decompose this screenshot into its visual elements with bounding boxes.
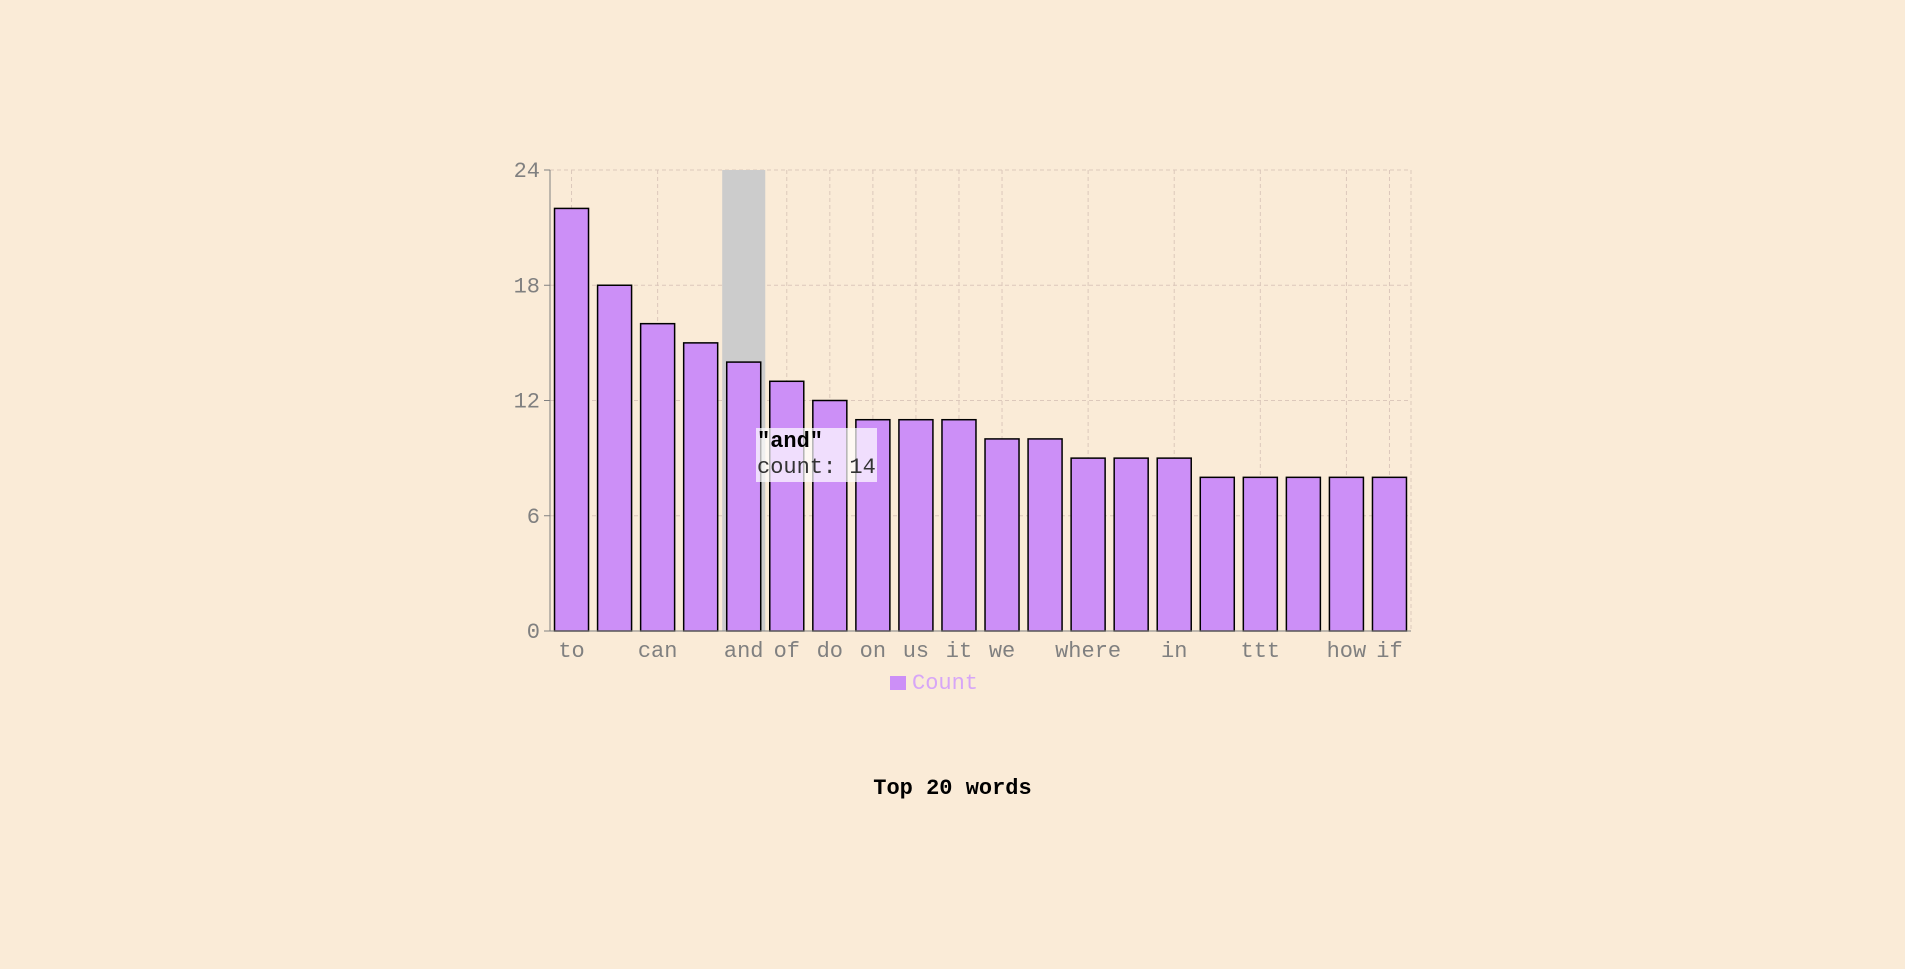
- y-tick-label: 6: [527, 505, 540, 530]
- x-tick-label: can: [638, 639, 678, 664]
- bar: [1371, 476, 1408, 632]
- bar: [725, 361, 762, 632]
- legend-swatch: [890, 676, 906, 690]
- x-tick-label: ttt: [1241, 639, 1281, 664]
- bar: [769, 380, 805, 632]
- bar: [1070, 457, 1106, 632]
- y-tick-label: 0: [527, 620, 540, 645]
- bar: [1113, 457, 1149, 632]
- chart-title: Top 20 words: [873, 776, 1032, 801]
- bar: [682, 342, 719, 632]
- bar: [941, 418, 977, 632]
- y-tick-label: 18: [514, 274, 540, 299]
- x-tick-label: where: [1055, 639, 1121, 664]
- bars: [553, 207, 1408, 632]
- x-tick-label: if: [1376, 639, 1402, 664]
- x-tick-label: in: [1161, 639, 1187, 664]
- bar: [639, 322, 676, 632]
- bar: [1156, 457, 1192, 632]
- bar: [1199, 476, 1236, 632]
- tooltip-title: "and": [757, 429, 824, 454]
- axes: 0 6 12 18 24 to can and of do on us it we where in ttt ho…: [514, 159, 1411, 664]
- x-tick-label: to: [558, 639, 584, 664]
- bar: [898, 418, 934, 632]
- bar: [553, 207, 590, 632]
- bar: [596, 284, 633, 632]
- bar: [984, 438, 1020, 632]
- bar: [1285, 476, 1322, 632]
- x-tick-label: us: [903, 639, 929, 664]
- x-tick-label: it: [946, 639, 972, 664]
- x-tick-label: of: [774, 639, 800, 664]
- y-tick-label: 24: [514, 159, 540, 184]
- y-tick-label: 12: [514, 390, 540, 415]
- x-tick-label: and: [724, 639, 764, 664]
- legend-label-count: Count: [912, 671, 978, 696]
- tooltip-value: count: 14: [757, 455, 876, 480]
- x-tick-label: on: [860, 639, 886, 664]
- legend[interactable]: Count: [890, 671, 978, 696]
- bar: [1328, 476, 1365, 632]
- x-tick-label: how: [1327, 639, 1367, 664]
- grid-lines: [550, 169, 1412, 631]
- bar: [1027, 438, 1063, 632]
- x-tick-label: we: [989, 639, 1015, 664]
- tooltip: "and" count: 14: [756, 428, 877, 482]
- x-tick-label: do: [817, 639, 843, 664]
- bar: [1242, 476, 1279, 632]
